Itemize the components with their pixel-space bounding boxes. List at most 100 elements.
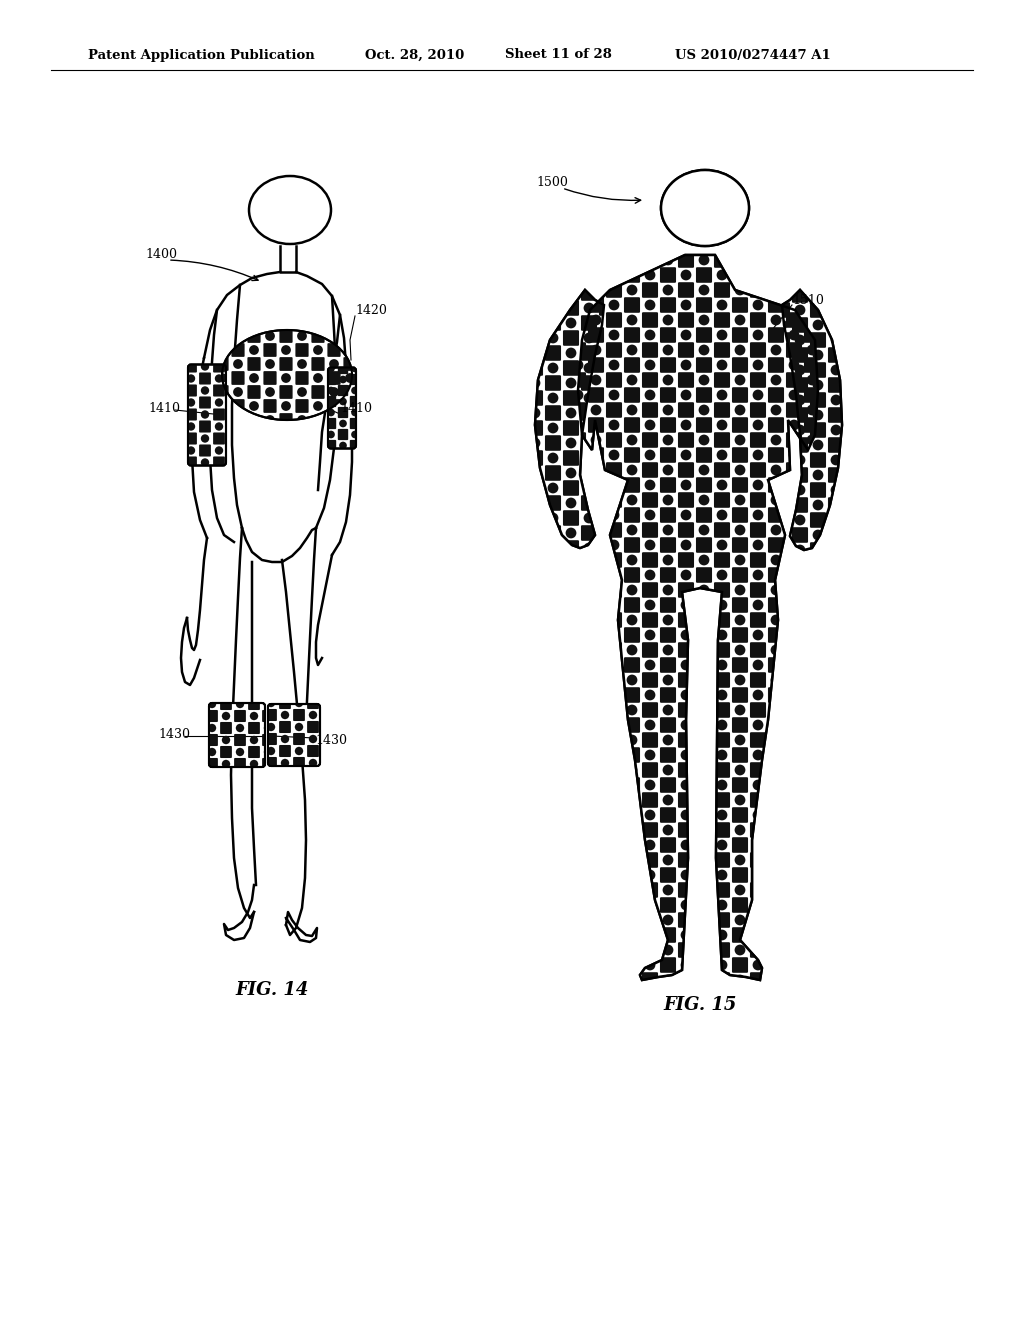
FancyBboxPatch shape bbox=[659, 207, 676, 223]
Circle shape bbox=[644, 809, 655, 821]
Circle shape bbox=[663, 224, 674, 235]
FancyBboxPatch shape bbox=[858, 942, 874, 958]
Circle shape bbox=[860, 809, 871, 821]
Circle shape bbox=[215, 375, 223, 383]
Circle shape bbox=[608, 809, 620, 821]
FancyBboxPatch shape bbox=[527, 511, 543, 525]
Circle shape bbox=[644, 420, 655, 430]
Circle shape bbox=[734, 915, 745, 925]
Text: FIG. 15: FIG. 15 bbox=[664, 997, 736, 1014]
FancyBboxPatch shape bbox=[732, 327, 749, 343]
Circle shape bbox=[788, 719, 800, 730]
Circle shape bbox=[849, 499, 859, 511]
FancyBboxPatch shape bbox=[858, 762, 874, 777]
FancyBboxPatch shape bbox=[616, 465, 633, 480]
FancyBboxPatch shape bbox=[659, 808, 676, 822]
FancyBboxPatch shape bbox=[858, 973, 874, 987]
FancyBboxPatch shape bbox=[563, 240, 579, 256]
Text: Oct. 28, 2010: Oct. 28, 2010 bbox=[365, 49, 464, 62]
Circle shape bbox=[879, 825, 890, 836]
Circle shape bbox=[843, 884, 853, 895]
Circle shape bbox=[663, 375, 674, 385]
Circle shape bbox=[717, 780, 727, 791]
Circle shape bbox=[824, 389, 836, 400]
FancyBboxPatch shape bbox=[846, 453, 862, 467]
Circle shape bbox=[753, 689, 764, 701]
Circle shape bbox=[879, 764, 890, 775]
FancyBboxPatch shape bbox=[653, 465, 669, 480]
Circle shape bbox=[548, 213, 558, 223]
FancyBboxPatch shape bbox=[804, 808, 820, 822]
FancyBboxPatch shape bbox=[642, 222, 658, 238]
FancyBboxPatch shape bbox=[918, 242, 934, 257]
FancyBboxPatch shape bbox=[846, 242, 862, 257]
Circle shape bbox=[572, 269, 584, 280]
FancyBboxPatch shape bbox=[552, 747, 568, 763]
FancyBboxPatch shape bbox=[231, 399, 245, 413]
Circle shape bbox=[351, 387, 358, 395]
Circle shape bbox=[753, 570, 764, 581]
FancyBboxPatch shape bbox=[858, 342, 874, 358]
FancyBboxPatch shape bbox=[714, 282, 730, 298]
FancyBboxPatch shape bbox=[750, 612, 766, 628]
FancyBboxPatch shape bbox=[545, 315, 561, 331]
FancyBboxPatch shape bbox=[624, 957, 640, 973]
FancyBboxPatch shape bbox=[792, 557, 808, 573]
FancyBboxPatch shape bbox=[792, 227, 808, 243]
FancyBboxPatch shape bbox=[918, 512, 934, 528]
Circle shape bbox=[879, 285, 890, 296]
Circle shape bbox=[897, 719, 907, 730]
Circle shape bbox=[644, 540, 655, 550]
FancyBboxPatch shape bbox=[750, 432, 766, 447]
Circle shape bbox=[608, 269, 620, 280]
FancyBboxPatch shape bbox=[234, 734, 246, 746]
Circle shape bbox=[698, 314, 710, 326]
Circle shape bbox=[572, 450, 584, 461]
Circle shape bbox=[644, 719, 655, 730]
Circle shape bbox=[807, 644, 817, 656]
FancyBboxPatch shape bbox=[338, 407, 348, 418]
Circle shape bbox=[620, 243, 631, 253]
Circle shape bbox=[627, 194, 637, 206]
FancyBboxPatch shape bbox=[696, 478, 712, 492]
FancyBboxPatch shape bbox=[624, 867, 640, 883]
FancyBboxPatch shape bbox=[894, 912, 910, 928]
FancyBboxPatch shape bbox=[876, 927, 892, 942]
Circle shape bbox=[860, 300, 871, 310]
FancyBboxPatch shape bbox=[642, 942, 658, 958]
FancyBboxPatch shape bbox=[804, 507, 820, 523]
Circle shape bbox=[843, 615, 853, 626]
Circle shape bbox=[807, 854, 817, 866]
Circle shape bbox=[860, 870, 871, 880]
Circle shape bbox=[860, 420, 871, 430]
FancyBboxPatch shape bbox=[768, 837, 784, 853]
FancyBboxPatch shape bbox=[563, 511, 579, 525]
FancyBboxPatch shape bbox=[894, 252, 910, 268]
Circle shape bbox=[753, 599, 764, 610]
Circle shape bbox=[565, 528, 577, 539]
Circle shape bbox=[591, 825, 601, 836]
FancyBboxPatch shape bbox=[509, 436, 525, 451]
FancyBboxPatch shape bbox=[678, 672, 694, 688]
Circle shape bbox=[866, 364, 878, 375]
Circle shape bbox=[860, 719, 871, 730]
Circle shape bbox=[734, 615, 745, 626]
Circle shape bbox=[512, 392, 522, 404]
Circle shape bbox=[843, 585, 853, 595]
Circle shape bbox=[897, 630, 907, 640]
FancyBboxPatch shape bbox=[714, 313, 730, 327]
Circle shape bbox=[555, 884, 565, 895]
Circle shape bbox=[788, 540, 800, 550]
Circle shape bbox=[572, 840, 584, 850]
Circle shape bbox=[663, 465, 674, 475]
FancyBboxPatch shape bbox=[900, 227, 916, 243]
FancyBboxPatch shape bbox=[768, 927, 784, 942]
FancyBboxPatch shape bbox=[714, 552, 730, 568]
Circle shape bbox=[565, 288, 577, 298]
FancyBboxPatch shape bbox=[858, 193, 874, 207]
Circle shape bbox=[681, 960, 691, 970]
FancyBboxPatch shape bbox=[774, 543, 791, 558]
Circle shape bbox=[860, 269, 871, 280]
FancyBboxPatch shape bbox=[840, 898, 856, 913]
FancyBboxPatch shape bbox=[588, 688, 604, 702]
